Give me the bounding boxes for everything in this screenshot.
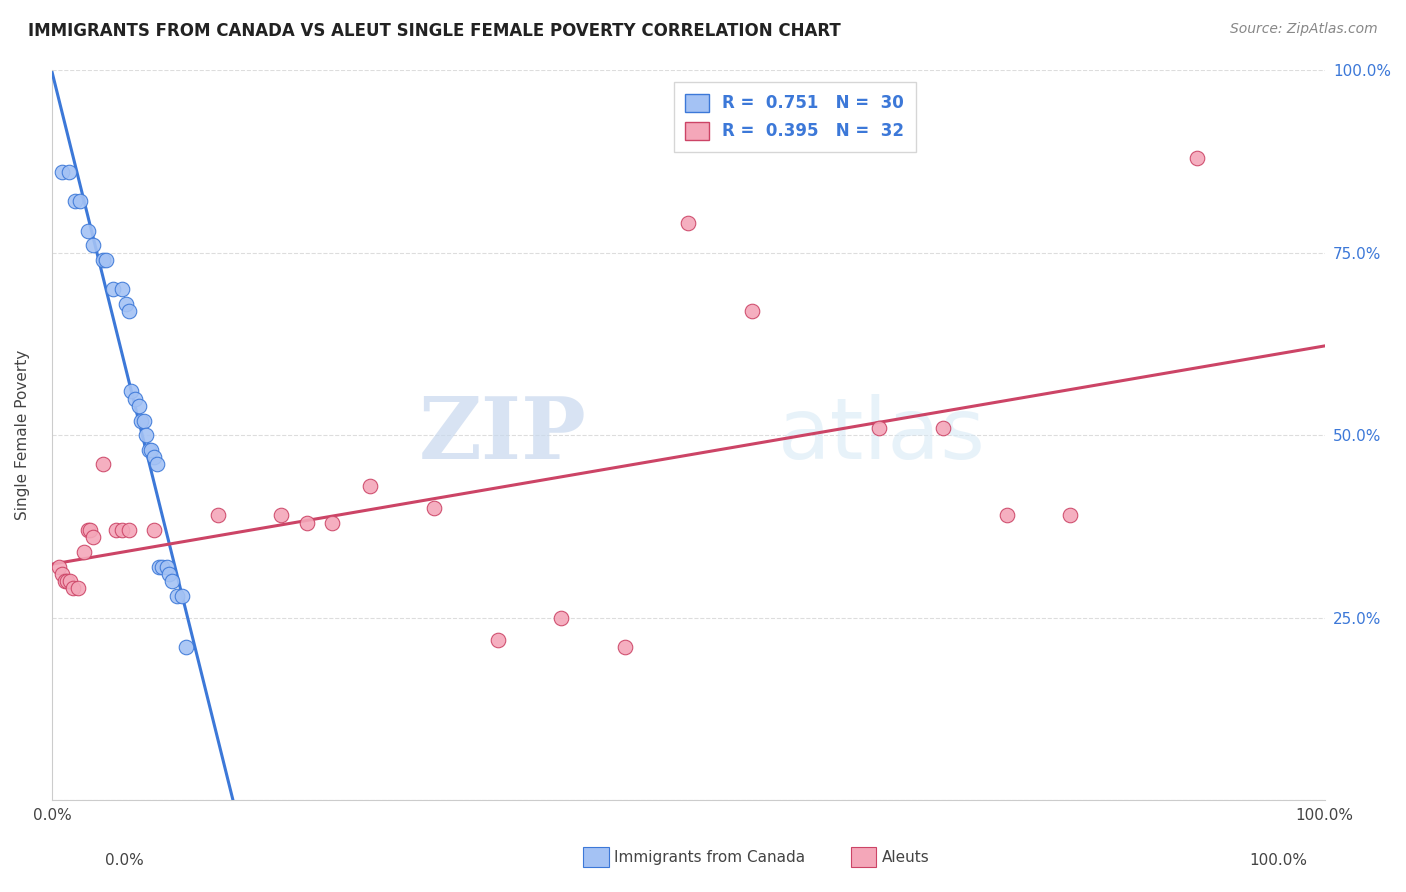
Point [135,428,157,442]
Point [104,523,127,537]
Point [295,516,318,530]
Point [678,216,700,230]
Point [550,610,572,624]
Point [423,501,446,516]
Point [995,508,1018,523]
Text: Source: ZipAtlas.com: Source: ZipAtlas.com [1230,22,1378,37]
Point [94,252,117,267]
Point [82,238,104,252]
Point [138,442,160,457]
Point [69,194,91,209]
Text: Immigrants from Canada: Immigrants from Canada [614,850,806,864]
Point [141,442,163,457]
Point [1059,508,1081,523]
Text: IMMIGRANTS FROM CANADA VS ALEUT SINGLE FEMALE POVERTY CORRELATION CHART: IMMIGRANTS FROM CANADA VS ALEUT SINGLE F… [28,22,841,40]
Point [76,224,98,238]
Point [111,282,134,296]
Point [62,582,84,596]
Point [120,384,142,399]
Point [207,508,229,523]
Point [741,304,763,318]
Point [56,574,79,588]
Point [129,413,152,427]
Point [132,413,155,427]
Text: ZIP: ZIP [419,393,586,477]
Point [117,304,139,318]
Text: 0.0%: 0.0% [105,854,145,868]
Point [115,296,138,310]
Point [51,165,73,179]
Point [166,589,188,603]
Point [111,523,134,537]
Point [76,523,98,537]
Point [117,523,139,537]
Text: Aleuts: Aleuts [882,850,929,864]
Point [170,589,193,603]
Point [124,392,146,406]
Point [486,632,509,647]
Point [59,574,82,588]
Point [63,194,86,209]
Point [82,530,104,544]
Point [58,165,80,179]
Point [73,545,96,559]
Point [51,566,73,581]
Text: 100.0%: 100.0% [1250,854,1308,868]
Point [868,421,890,435]
Text: atlas: atlas [778,393,986,476]
Point [932,421,955,435]
Point [48,559,70,574]
Point [145,458,167,472]
Point [160,574,183,588]
Point [53,574,76,588]
Point [156,559,179,574]
Point [270,508,292,523]
Point [128,399,150,413]
Point [613,640,636,654]
Point [148,559,170,574]
Point [103,282,125,296]
Point [143,523,166,537]
Point [174,640,197,654]
Point [150,559,173,574]
Point [79,523,101,537]
Legend: R =  0.751   N =  30, R =  0.395   N =  32: R = 0.751 N = 30, R = 0.395 N = 32 [673,82,915,152]
Point [1187,151,1209,165]
Point [143,450,166,464]
Point [66,582,89,596]
Point [91,252,114,267]
Point [359,479,381,493]
Point [91,458,114,472]
Y-axis label: Single Female Poverty: Single Female Poverty [15,350,30,520]
Point [321,516,343,530]
Point [157,566,180,581]
